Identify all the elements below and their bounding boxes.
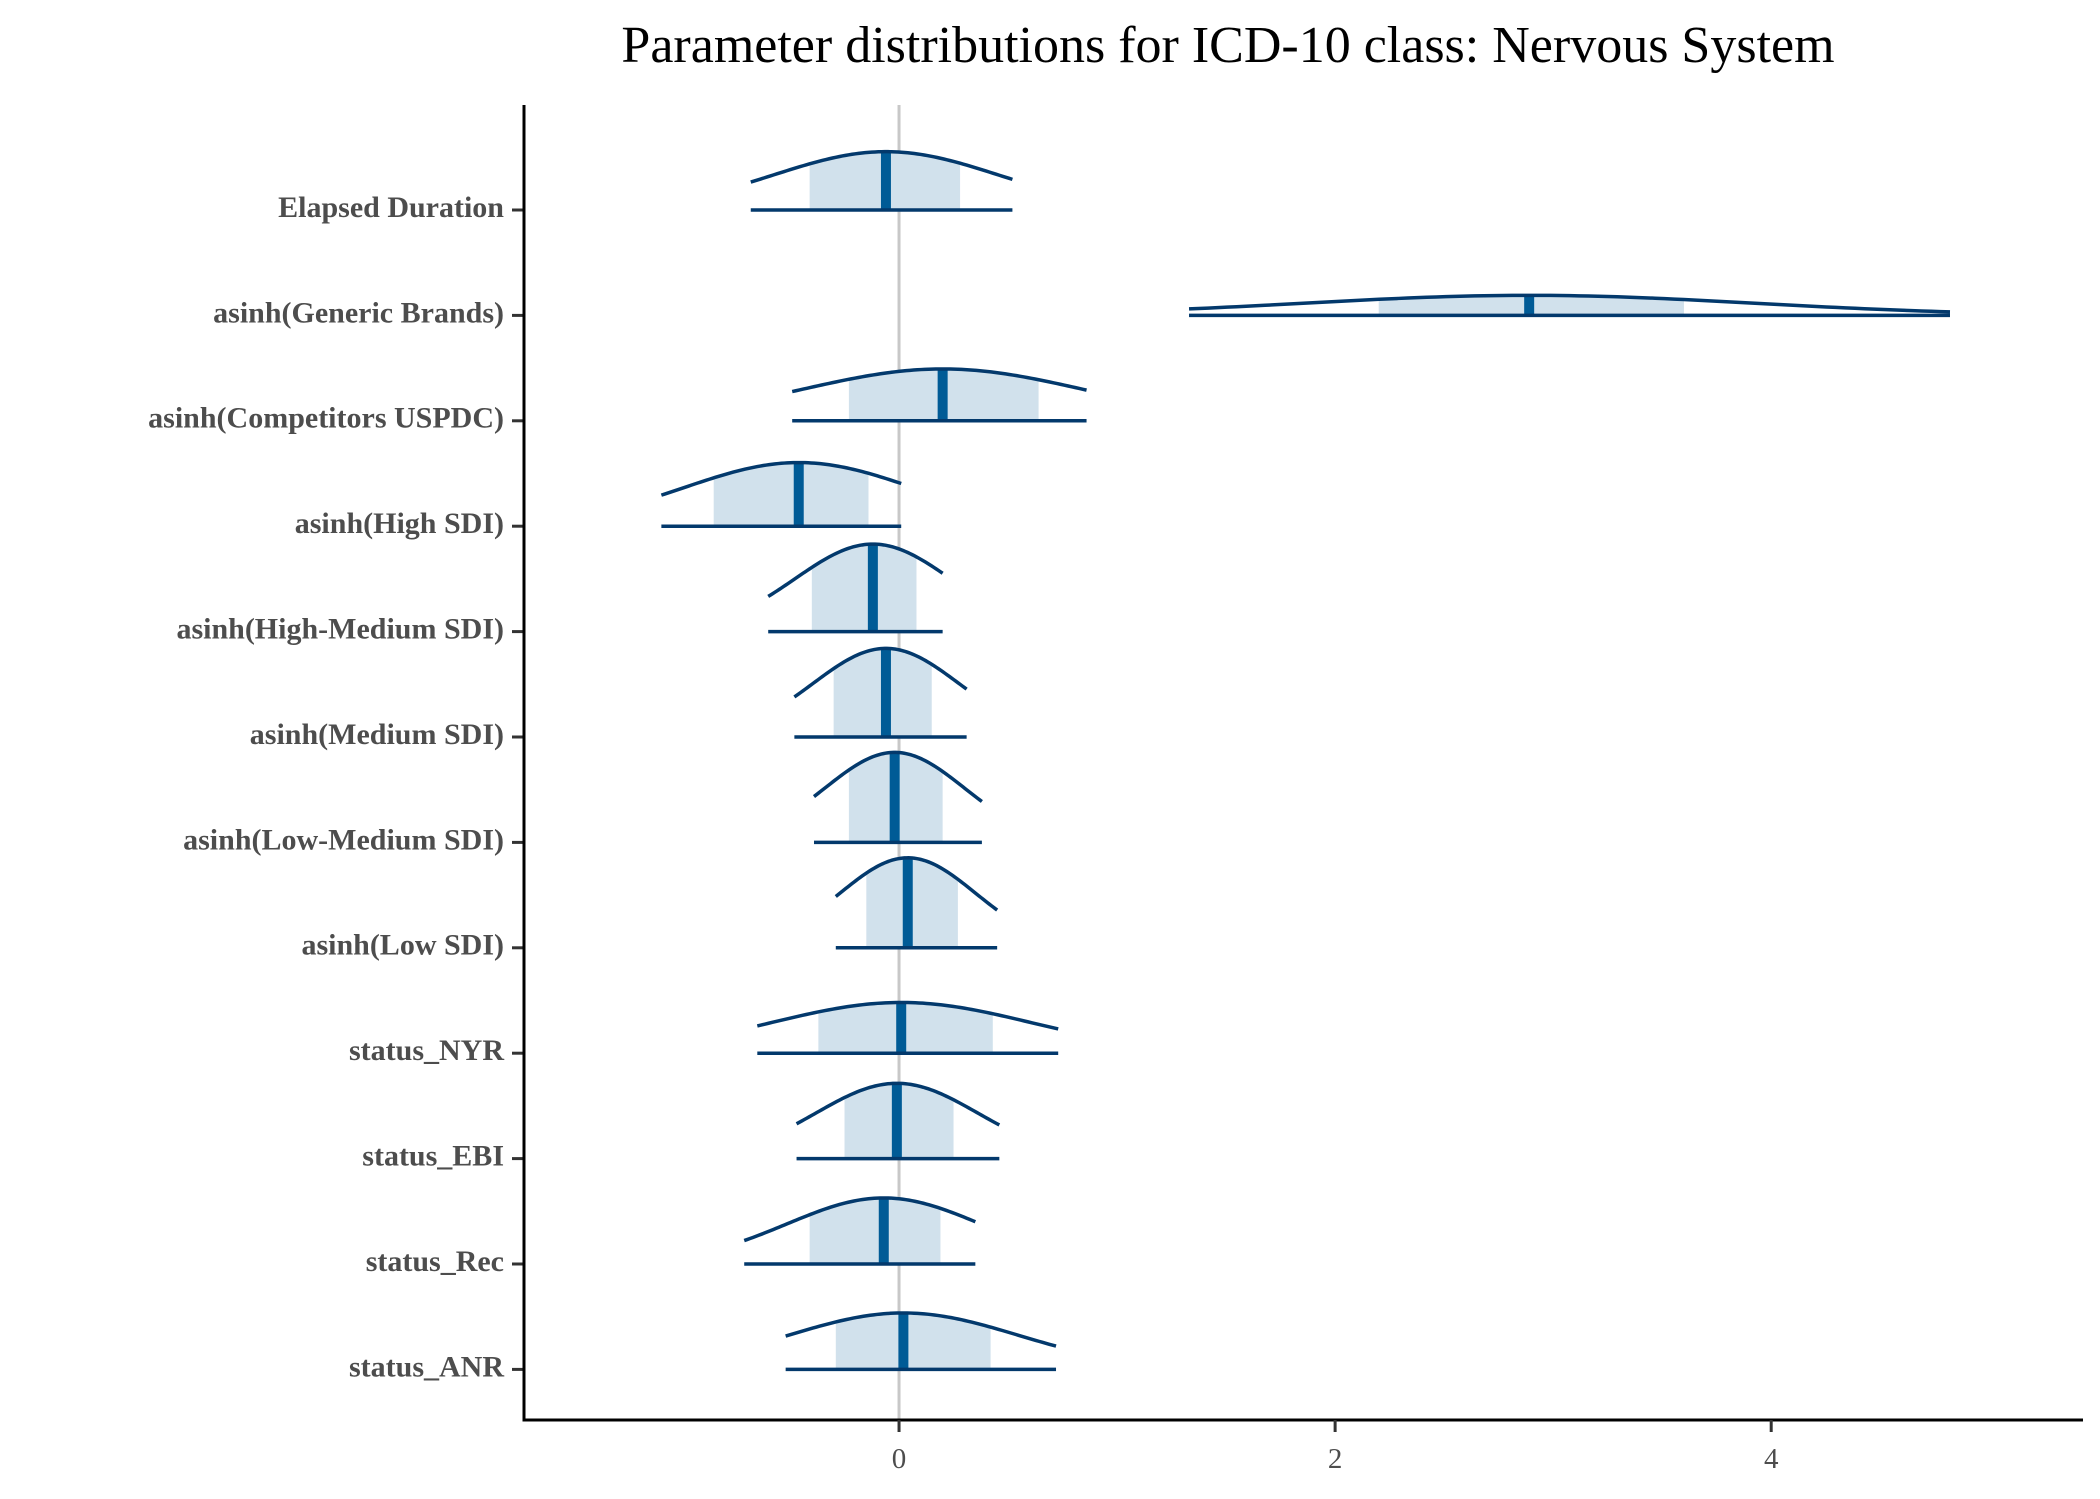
- y-tick-label: asinh(Medium SDI): [250, 718, 504, 751]
- y-tick-label: Elapsed Duration: [278, 191, 504, 224]
- density-outline: [791, 367, 1087, 423]
- y-tick-label: asinh(Generic Brands): [213, 296, 504, 329]
- y-tick-label: asinh(High SDI): [295, 507, 504, 540]
- y-tick-label: asinh(Competitors USPDC): [148, 402, 504, 435]
- chart-title: Parameter distributions for ICD-10 class…: [621, 17, 1834, 74]
- density-outline: [795, 1081, 1001, 1161]
- y-tick-label: asinh(Low-Medium SDI): [183, 823, 504, 856]
- y-tick-label: asinh(Low SDI): [301, 929, 504, 962]
- y-tick-label: status_NYR: [349, 1034, 504, 1067]
- inner-interval: [835, 1312, 991, 1370]
- density-outline: [793, 646, 968, 739]
- inner-interval: [811, 544, 917, 632]
- y-tick-label: asinh(High-Medium SDI): [176, 612, 504, 645]
- y-tick-label: status_EBI: [362, 1139, 504, 1172]
- y-tick-label: status_Rec: [366, 1245, 504, 1278]
- density-outline: [750, 149, 1013, 212]
- x-tick-label: 4: [1764, 1443, 1779, 1475]
- inner-interval: [809, 1197, 941, 1264]
- density-outline: [756, 1000, 1059, 1055]
- density-outline: [660, 460, 902, 528]
- density-outline: [767, 542, 944, 634]
- y-tick-label: status_ANR: [349, 1350, 504, 1383]
- x-tick-label: 0: [892, 1443, 907, 1475]
- inner-interval: [713, 462, 869, 527]
- density-outline: [834, 856, 999, 950]
- density-outline: [743, 1196, 977, 1266]
- density-outline: [785, 1311, 1057, 1372]
- density-outline: [812, 750, 983, 845]
- x-tick-label: 2: [1328, 1443, 1343, 1475]
- density-outline: [1188, 293, 1951, 318]
